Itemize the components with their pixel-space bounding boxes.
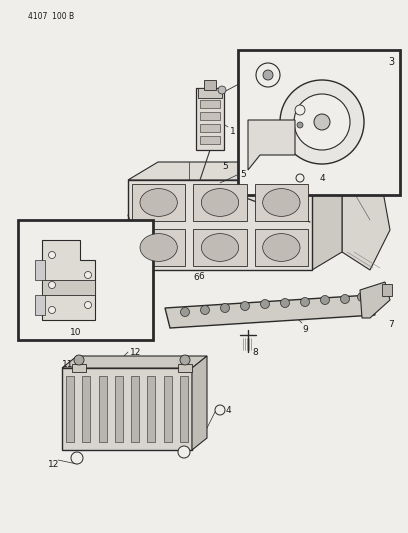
Bar (204, 80, 216, 90)
Bar (200, 112, 220, 120)
Circle shape (260, 300, 270, 309)
Polygon shape (198, 88, 222, 98)
Ellipse shape (140, 189, 177, 216)
Polygon shape (42, 240, 95, 320)
Circle shape (84, 302, 91, 309)
Circle shape (84, 271, 91, 279)
Circle shape (200, 305, 209, 314)
Circle shape (240, 302, 250, 311)
Bar (180, 376, 188, 442)
Polygon shape (165, 295, 375, 328)
Polygon shape (178, 364, 192, 372)
Circle shape (294, 94, 350, 150)
Circle shape (49, 281, 55, 288)
Text: 6: 6 (198, 272, 204, 281)
Circle shape (74, 355, 84, 365)
Polygon shape (342, 162, 390, 270)
Circle shape (321, 295, 330, 304)
Circle shape (180, 355, 190, 365)
Circle shape (341, 295, 350, 303)
Bar (131, 376, 139, 442)
Bar (82, 376, 90, 442)
Circle shape (314, 114, 330, 130)
Polygon shape (360, 282, 390, 318)
Text: 4: 4 (226, 406, 232, 415)
Ellipse shape (201, 189, 239, 216)
Text: 6: 6 (193, 273, 199, 282)
Bar (99, 376, 106, 442)
Circle shape (256, 63, 280, 87)
Text: 11: 11 (62, 360, 73, 369)
Ellipse shape (201, 233, 239, 261)
Bar (196, 88, 224, 150)
Text: 2: 2 (268, 65, 274, 74)
Bar (128, 180, 312, 270)
Ellipse shape (140, 233, 177, 261)
Circle shape (296, 174, 304, 182)
Circle shape (280, 80, 364, 164)
Circle shape (71, 452, 83, 464)
Circle shape (281, 298, 290, 308)
Bar (147, 376, 155, 442)
Bar (164, 376, 172, 442)
Text: 7: 7 (388, 320, 394, 329)
Circle shape (295, 105, 305, 115)
Ellipse shape (263, 233, 300, 261)
Polygon shape (62, 356, 207, 368)
Bar (132, 229, 185, 266)
Bar (193, 184, 247, 221)
Bar (115, 376, 123, 442)
Text: 1: 1 (230, 127, 236, 136)
Bar (193, 229, 247, 266)
Circle shape (297, 122, 303, 128)
Circle shape (301, 297, 310, 306)
Text: 4107  100 B: 4107 100 B (28, 12, 74, 21)
Bar (132, 184, 185, 221)
Circle shape (357, 293, 366, 302)
Text: 4: 4 (320, 174, 326, 183)
Circle shape (49, 306, 55, 313)
Polygon shape (248, 120, 295, 170)
Text: 5: 5 (240, 170, 246, 179)
Circle shape (215, 405, 225, 415)
Polygon shape (312, 162, 342, 270)
Bar (66, 376, 74, 442)
Text: 3: 3 (388, 57, 394, 67)
Polygon shape (192, 356, 207, 450)
Bar (255, 184, 308, 221)
Polygon shape (35, 295, 45, 315)
Bar (382, 284, 392, 296)
Text: 5: 5 (222, 162, 228, 171)
Polygon shape (128, 162, 342, 180)
Bar (18, 220, 153, 340)
Text: 12: 12 (48, 460, 60, 469)
Polygon shape (72, 364, 86, 372)
Bar (255, 229, 308, 266)
Text: 9: 9 (302, 325, 308, 334)
Circle shape (218, 86, 226, 94)
Bar (200, 136, 220, 144)
Bar (200, 124, 220, 132)
Circle shape (220, 303, 229, 312)
Circle shape (180, 308, 189, 317)
Bar (238, 50, 400, 195)
Text: 10: 10 (70, 328, 82, 337)
Polygon shape (62, 368, 192, 450)
Circle shape (263, 70, 273, 80)
Text: 12: 12 (130, 348, 142, 357)
Circle shape (49, 252, 55, 259)
Circle shape (178, 446, 190, 458)
Ellipse shape (263, 189, 300, 216)
Text: 8: 8 (252, 348, 258, 357)
Bar (200, 100, 220, 108)
Polygon shape (42, 280, 95, 295)
Polygon shape (35, 260, 45, 280)
